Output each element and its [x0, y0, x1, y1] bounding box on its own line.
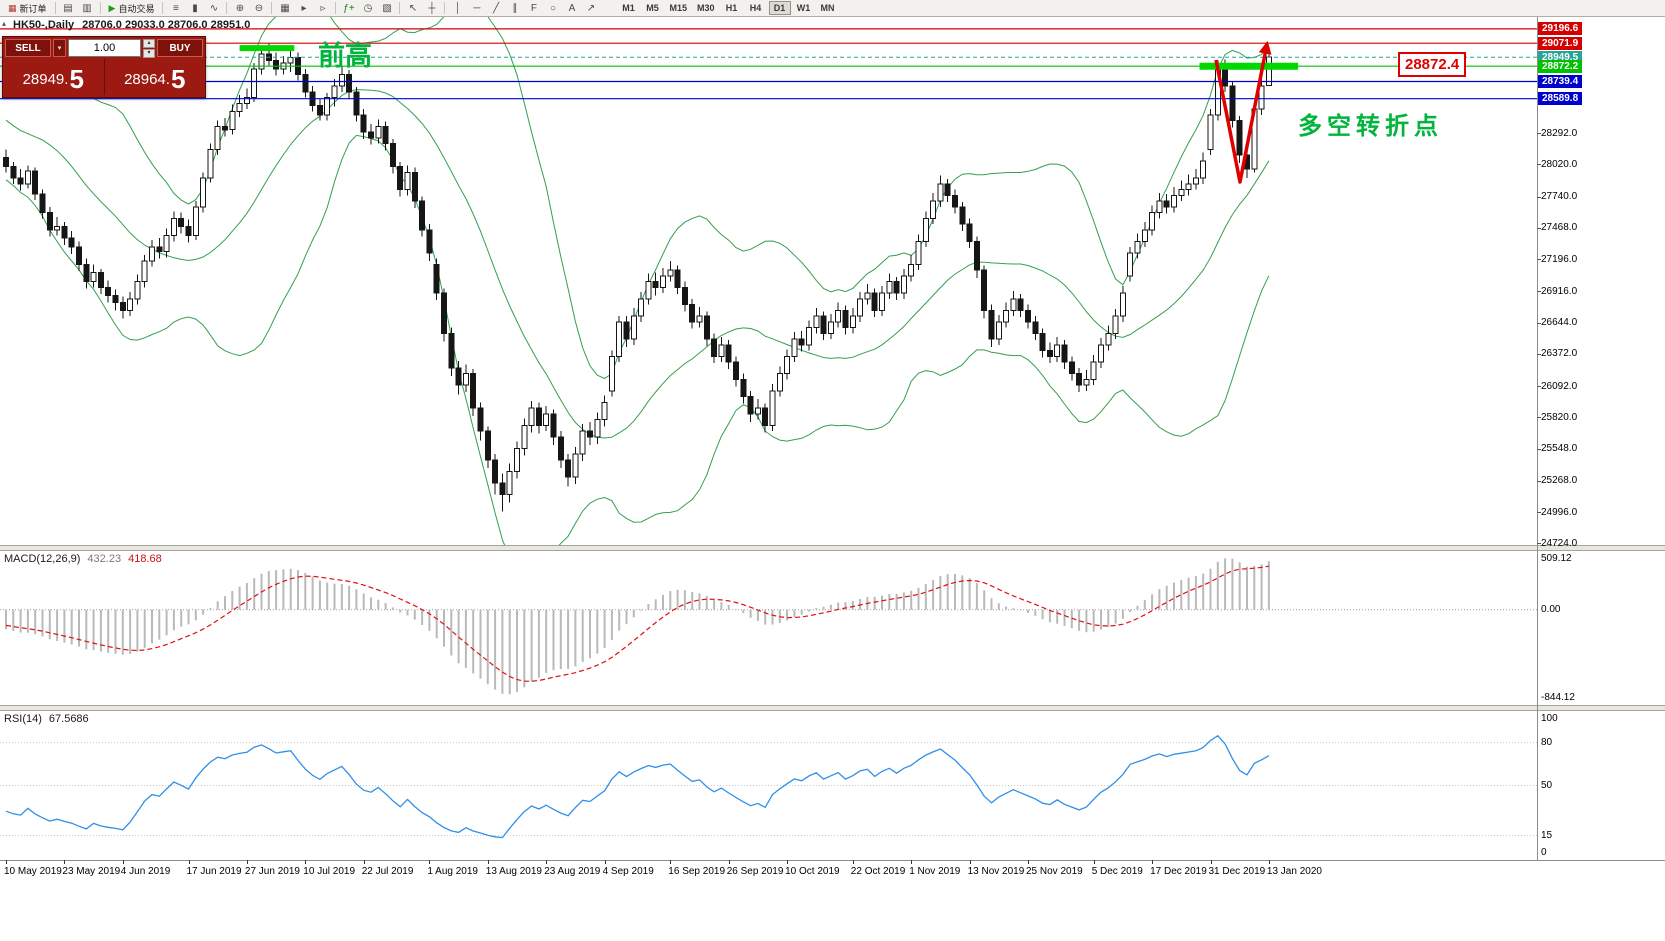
profiles-icon[interactable]: ▥: [82, 2, 92, 14]
sell-price: 28949.: [22, 71, 69, 88]
chart-window-icon[interactable]: ▤: [63, 2, 73, 14]
rsi-name: RSI(14): [4, 713, 42, 725]
timeframe-w1[interactable]: W1: [796, 3, 811, 13]
chart-shift-icon[interactable]: ▹: [320, 2, 326, 14]
indicators-icon[interactable]: ƒ+: [343, 2, 355, 14]
sell-dropdown-caret-icon[interactable]: ▾: [53, 39, 66, 57]
cursor-icon[interactable]: ↖: [408, 2, 418, 14]
volume-step-down-icon[interactable]: ▾: [143, 49, 155, 58]
candles: [3, 43, 1272, 512]
rsi-value: 67.5686: [48, 713, 89, 725]
toolbar-separator: [444, 2, 446, 14]
timeframe-m5[interactable]: M5: [646, 3, 659, 13]
autotrading-button[interactable]: ▶ 自动交易: [108, 2, 155, 14]
sell-price-big-digit: 5: [69, 64, 84, 94]
periods-icon[interactable]: ◷: [363, 2, 373, 14]
tile-windows-icon[interactable]: ▦: [280, 2, 290, 14]
toolbar-separator: [99, 2, 101, 14]
rsi-indicator: [0, 734, 1537, 839]
timeframe-group: M1 M5 M15 M30 H1 H4 D1 W1 MN: [616, 1, 839, 15]
sell-price-button[interactable]: 28949. 5: [3, 59, 105, 95]
toolbar-separator: [335, 2, 337, 14]
price-scale[interactable]: [1538, 17, 1665, 860]
new-order-button[interactable]: ▦ 新订单: [8, 2, 47, 14]
toolbar-separator: [399, 2, 401, 14]
panel-splitter[interactable]: [0, 545, 1665, 551]
macd-indicator: [0, 558, 1537, 695]
macd-signal-value: 418.68: [128, 553, 162, 565]
volume-input[interactable]: [68, 39, 141, 57]
price-scale-separator: [1537, 17, 1538, 884]
timeframe-mn[interactable]: MN: [820, 3, 835, 13]
toolbar: ▦ 新订单 ▤ ▥ ▶ 自动交易 ≡ ▮ ∿ ⊕ ⊖ ▦ ▸ ▹ ƒ+ ◷ ▧ ↖ ┼ │ ─ ╱ ∥ F ○ A ↗ M1 M5 M1…: [0, 0, 1665, 17]
timeframe-m1[interactable]: M1: [622, 3, 635, 13]
chart-title: HK50-,Daily: [13, 19, 75, 31]
chart-objects: [0, 28, 1537, 184]
templates-icon[interactable]: ▧: [382, 2, 392, 14]
chart-symbol-ohlc: HK50-,Daily 28706.0 29033.0 28706.0 28951…: [13, 19, 250, 31]
toolbar-separator: [271, 2, 273, 14]
trend-arrow[interactable]: [1214, 40, 1272, 184]
macd-name: MACD(12,26,9): [4, 553, 81, 565]
rsi-label: RSI(14) 67.5686: [4, 713, 89, 725]
timeframe-m30[interactable]: M30: [696, 3, 715, 13]
zoom-in-icon[interactable]: ⊕: [235, 2, 245, 14]
one-click-trading-panel: SELL ▾ ▴ ▾ BUY 28949.5 28964.5: [2, 36, 206, 98]
one-click-collapse-icon[interactable]: ▴: [2, 19, 7, 28]
crosshair-icon[interactable]: ┼: [428, 2, 436, 14]
zoom-out-icon[interactable]: ⊖: [254, 2, 264, 14]
buy-price: 28964.: [124, 71, 170, 88]
volume-stepper: ▴ ▾: [143, 39, 155, 58]
macd-label: MACD(12,26,9) 432.23 418.68: [4, 553, 162, 565]
toolbar-items: ▦ 新订单 ▤ ▥ ▶ 自动交易 ≡ ▮ ∿ ⊕ ⊖ ▦ ▸ ▹ ƒ+ ◷ ▧ ↖ ┼ │ ─ ╱ ∥ F ○ A ↗: [3, 0, 600, 16]
trendline-icon[interactable]: ╱: [492, 2, 499, 14]
text-label-icon[interactable]: A: [568, 2, 576, 14]
shapes-icon[interactable]: ○: [549, 2, 556, 14]
bollinger-bands: [5, 17, 1270, 545]
toolbar-separator: [162, 2, 164, 14]
toolbar-separator: [54, 2, 56, 14]
fibonacci-icon[interactable]: F: [530, 2, 538, 14]
auto-scroll-icon[interactable]: ▸: [301, 2, 307, 14]
sell-button[interactable]: SELL: [5, 39, 51, 57]
macd-main-value: 432.23: [87, 553, 122, 565]
equidistant-channel-icon[interactable]: ∥: [512, 2, 518, 14]
toolbar-separator: [226, 2, 228, 14]
bar-chart-icon[interactable]: ≡: [173, 2, 179, 14]
horizontal-line-icon[interactable]: ─: [473, 2, 481, 14]
panel-splitter[interactable]: [0, 705, 1665, 711]
timeframe-h4[interactable]: H4: [749, 3, 762, 13]
line-chart-icon[interactable]: ∿: [209, 2, 219, 14]
candlestick-chart-icon[interactable]: ▮: [192, 2, 198, 14]
vertical-line-icon[interactable]: │: [454, 2, 462, 14]
buy-price-button[interactable]: 28964. 5: [105, 59, 206, 95]
timeframe-m15[interactable]: M15: [669, 3, 687, 13]
buy-button[interactable]: BUY: [157, 39, 203, 57]
volume-step-up-icon[interactable]: ▴: [143, 39, 155, 48]
arrows-icon[interactable]: ↗: [586, 2, 596, 14]
buy-price-big-digit: 5: [170, 64, 186, 94]
time-axis[interactable]: [0, 860, 1665, 884]
timeframe-h1[interactable]: H1: [725, 3, 738, 13]
chart-ohlc-values: 28706.0 29033.0 28706.0 28951.0: [82, 19, 251, 31]
timeframe-d1[interactable]: D1: [768, 1, 791, 15]
